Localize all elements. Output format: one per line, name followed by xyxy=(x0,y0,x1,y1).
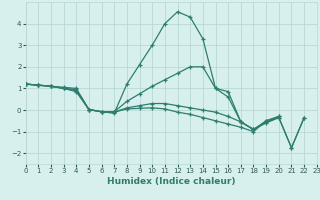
X-axis label: Humidex (Indice chaleur): Humidex (Indice chaleur) xyxy=(107,177,236,186)
